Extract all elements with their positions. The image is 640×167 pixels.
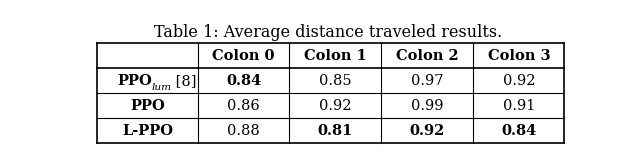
Text: Table 1: Average distance traveled results.: Table 1: Average distance traveled resul… xyxy=(154,24,502,41)
Text: 0.97: 0.97 xyxy=(411,74,444,88)
Text: PPO: PPO xyxy=(118,74,152,88)
Text: PPO: PPO xyxy=(130,99,165,113)
Text: Colon 3: Colon 3 xyxy=(488,49,550,63)
Text: 0.92: 0.92 xyxy=(410,124,445,138)
Text: 0.86: 0.86 xyxy=(227,99,260,113)
Text: [8]: [8] xyxy=(171,74,196,88)
Text: 0.92: 0.92 xyxy=(503,74,535,88)
Text: 0.84: 0.84 xyxy=(226,74,261,88)
Text: L-PPO: L-PPO xyxy=(122,124,173,138)
Text: Colon 2: Colon 2 xyxy=(396,49,459,63)
Text: 0.84: 0.84 xyxy=(502,124,537,138)
Text: 0.99: 0.99 xyxy=(411,99,444,113)
Text: lum: lum xyxy=(152,83,172,92)
Text: Colon 1: Colon 1 xyxy=(304,49,367,63)
Text: 0.85: 0.85 xyxy=(319,74,352,88)
Text: 0.88: 0.88 xyxy=(227,124,260,138)
Text: 0.91: 0.91 xyxy=(503,99,535,113)
Text: Colon 0: Colon 0 xyxy=(212,49,275,63)
Text: 0.92: 0.92 xyxy=(319,99,351,113)
Text: 0.81: 0.81 xyxy=(317,124,353,138)
